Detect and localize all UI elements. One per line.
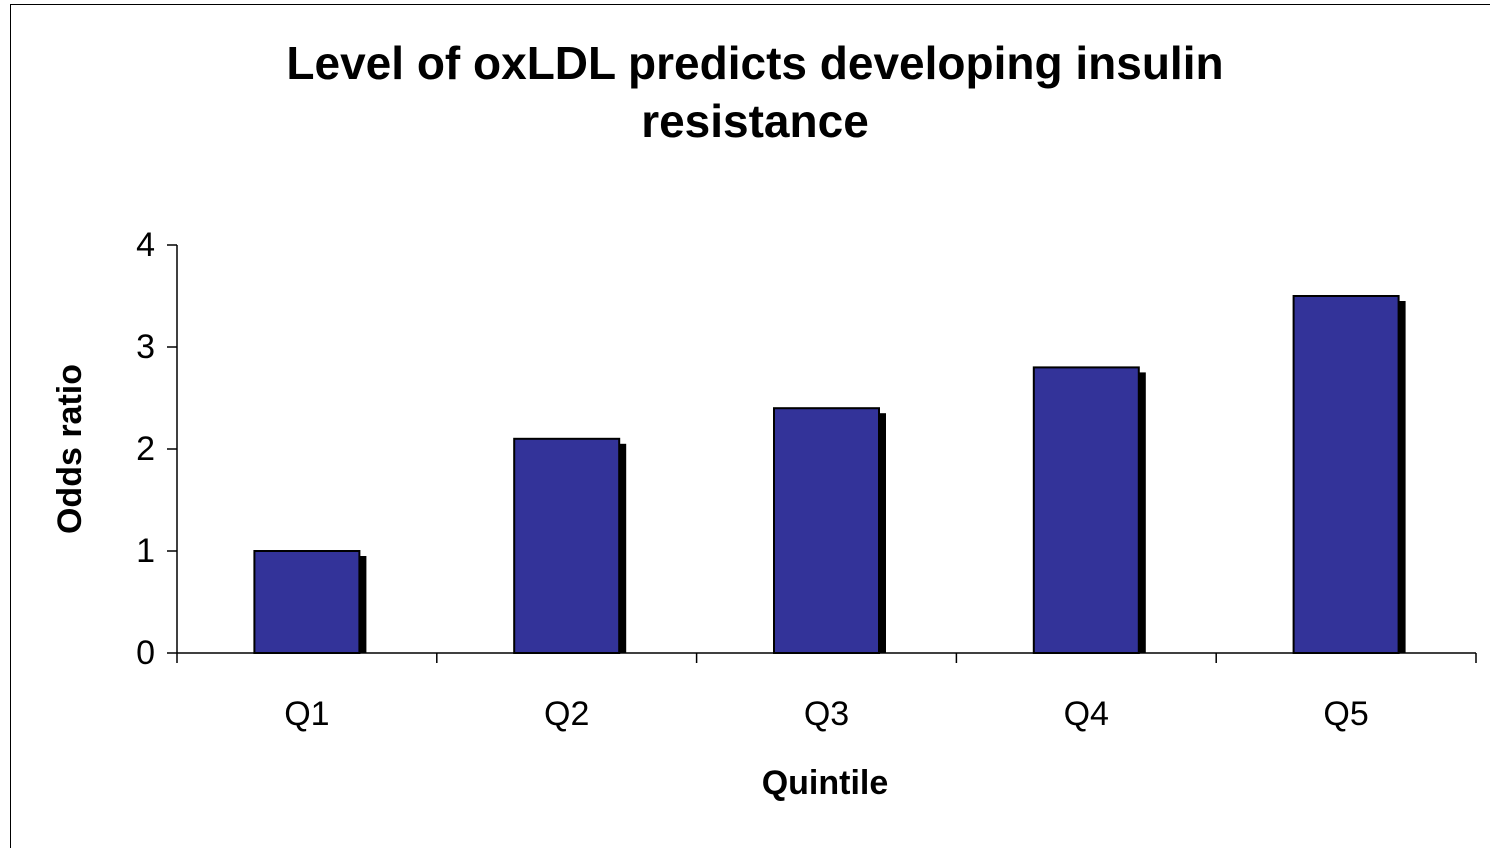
y-tick-label: 0 <box>136 634 155 672</box>
bar <box>773 407 880 655</box>
chart-border <box>10 4 1490 848</box>
y-tick-label: 1 <box>136 532 155 570</box>
chart-title: Level of oxLDL predicts developing insul… <box>286 37 1224 147</box>
y-tick-label: 3 <box>136 328 155 366</box>
y-tick-label: 4 <box>136 226 155 264</box>
x-axis-title: Quintile <box>762 764 889 802</box>
x-tick-label: Q3 <box>804 695 849 733</box>
y-axis-title: Odds ratio <box>51 364 89 534</box>
x-tick-label: Q5 <box>1323 695 1368 733</box>
bar <box>513 437 621 654</box>
x-tick-label: Q2 <box>544 695 589 733</box>
bar <box>253 550 361 654</box>
bar <box>1032 366 1140 654</box>
bar <box>1292 295 1400 654</box>
y-tick-label: 2 <box>136 430 155 468</box>
x-tick-label: Q1 <box>284 695 329 733</box>
x-tick-label: Q4 <box>1064 695 1109 733</box>
